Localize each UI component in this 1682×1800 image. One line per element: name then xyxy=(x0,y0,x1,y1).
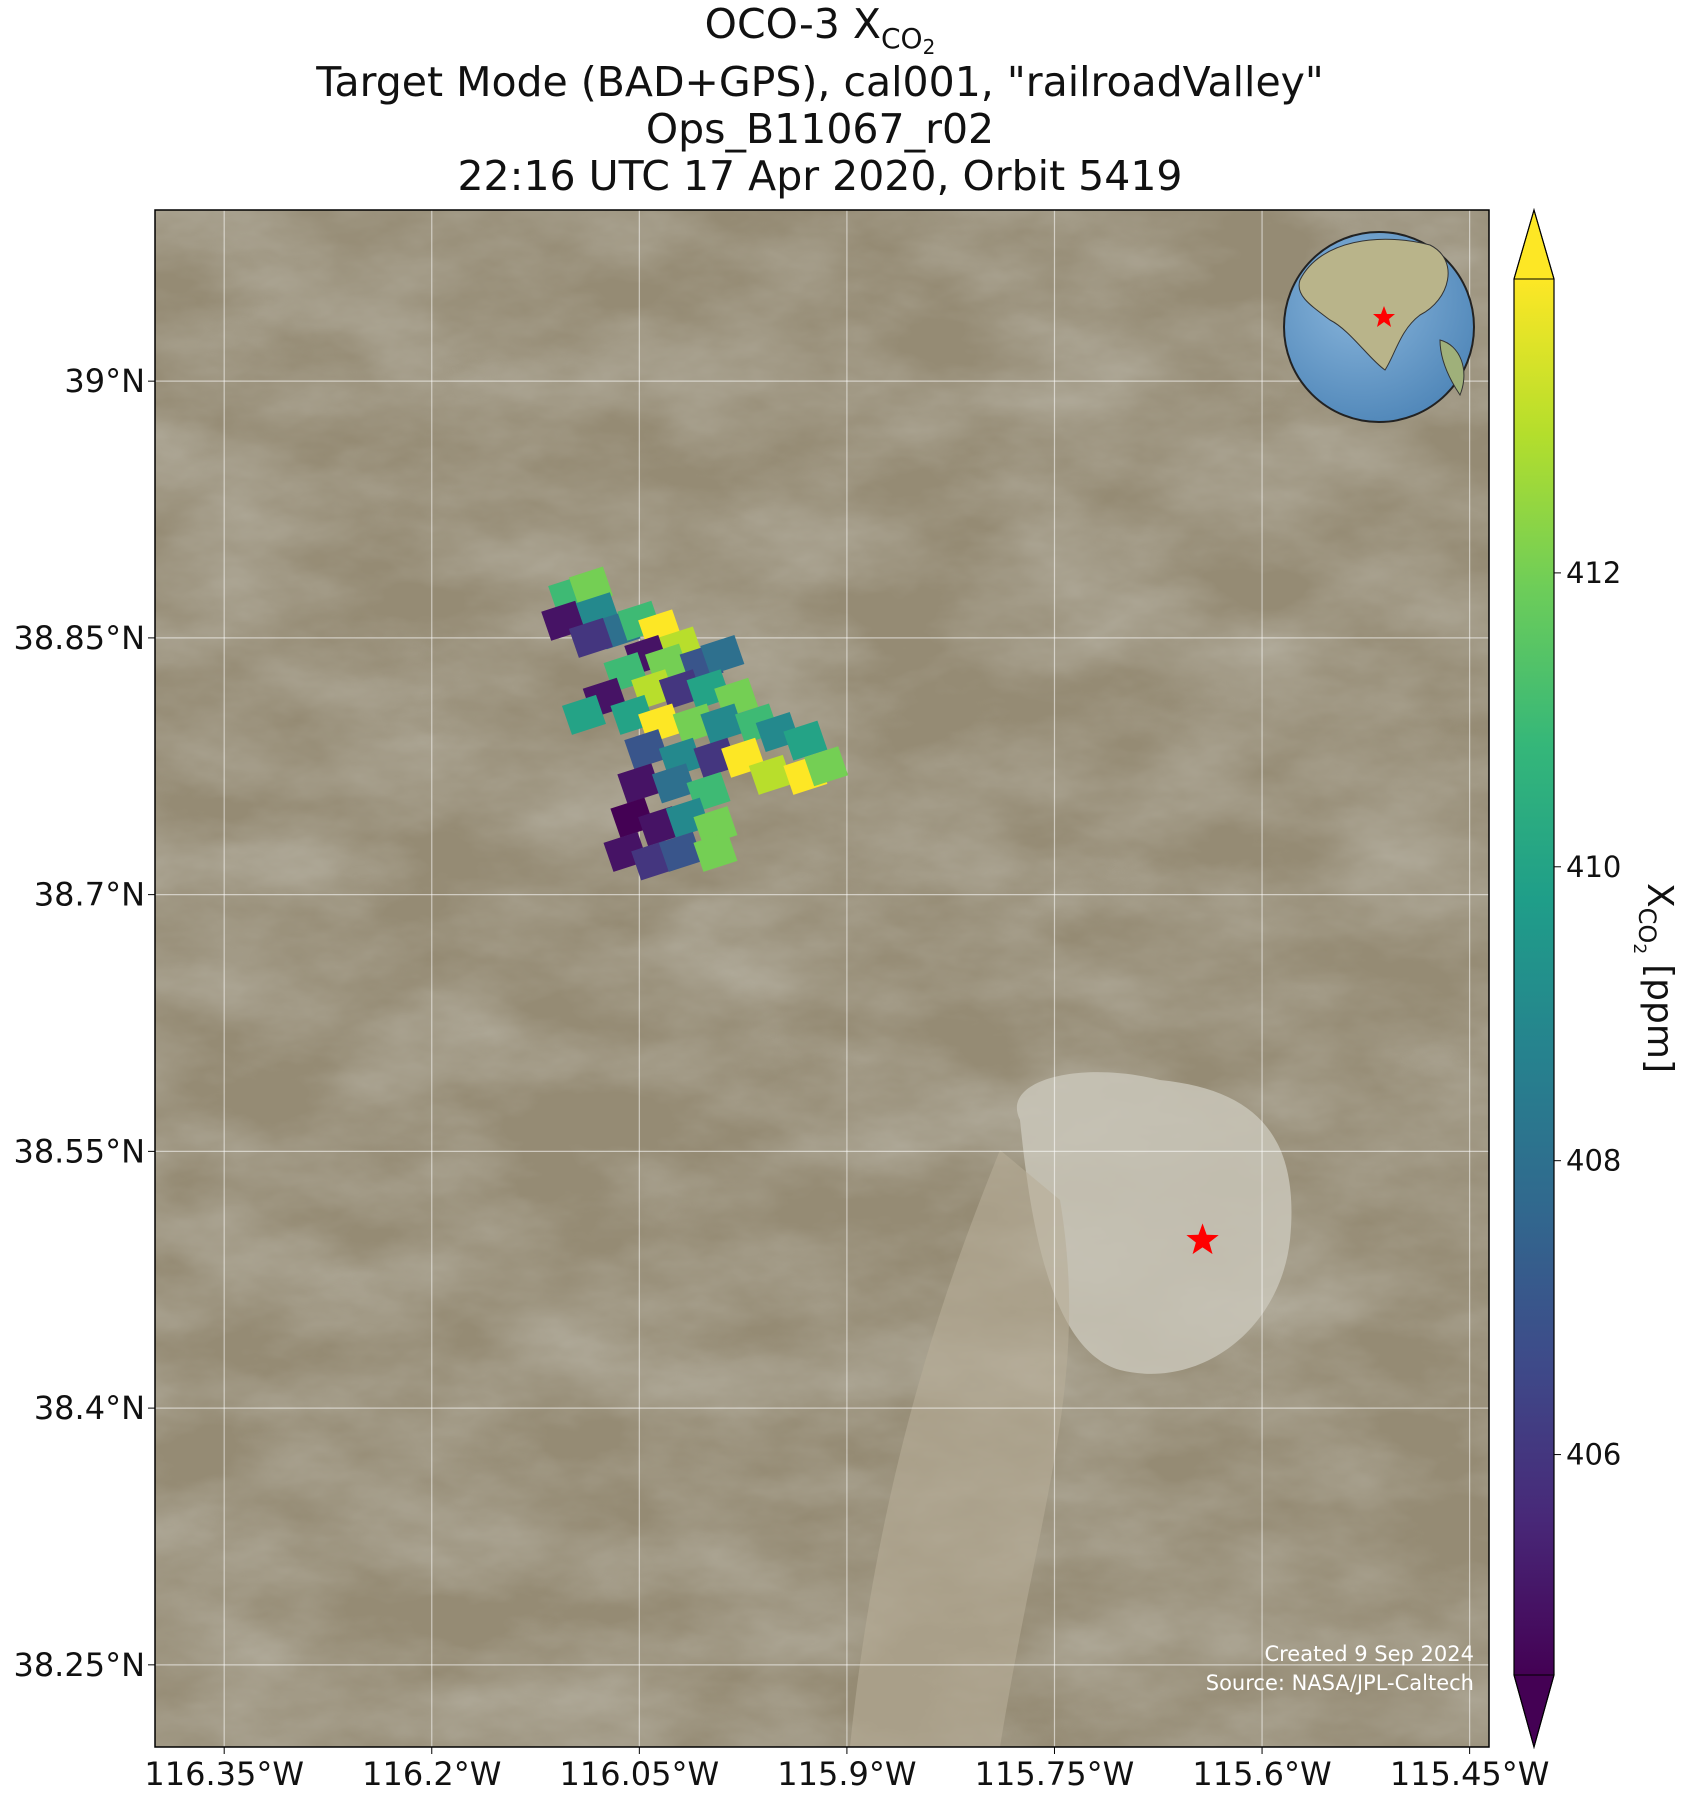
footprint xyxy=(748,754,793,795)
x-tick-label: 116.35°W xyxy=(144,1755,304,1793)
continent xyxy=(1298,238,1449,371)
title-text: OCO-3 X xyxy=(705,0,881,48)
footprint xyxy=(561,694,606,735)
footprint xyxy=(700,703,745,744)
colorbar-tick-label: 412 xyxy=(1566,556,1621,590)
valley xyxy=(850,1150,1070,1747)
subtitle: 22:16 UTC 17 Apr 2020, Orbit 5419 xyxy=(457,152,1182,200)
x-tick-label: 116.05°W xyxy=(560,1755,720,1793)
map-area xyxy=(155,210,1489,1747)
colorbar-label-sub-sub: 2 xyxy=(1629,943,1649,954)
footprint xyxy=(700,635,745,676)
y-tick-label: 38.85°N xyxy=(13,619,145,657)
x-tick-label: 115.45°W xyxy=(1390,1755,1550,1793)
credit: Created 9 Sep 2024 xyxy=(1264,1642,1474,1666)
y-tick-label: 38.55°N xyxy=(13,1132,145,1170)
title-sub-sub: 2 xyxy=(923,35,936,59)
footprint xyxy=(624,729,669,770)
x-tick-label: 115.75°W xyxy=(975,1755,1135,1793)
colorbar-label-unit: [ppm] xyxy=(1639,964,1680,1073)
footprints xyxy=(541,566,849,881)
title: OCO-3 XCO2 xyxy=(705,0,936,59)
subtitle: Ops_B11067_r02 xyxy=(646,105,994,153)
globe-star xyxy=(1373,306,1395,327)
footprint xyxy=(693,831,738,872)
footprint xyxy=(783,720,828,761)
footprint xyxy=(651,763,696,804)
subtitle: Target Mode (BAD+GPS), cal001, "railroad… xyxy=(315,58,1324,106)
colorbar-extend-max xyxy=(1513,208,1555,280)
credit: Source: NASA/JPL-Caltech xyxy=(1206,1671,1474,1695)
colorbar-label: XCO2 [ppm] xyxy=(1629,883,1680,1073)
footprint xyxy=(804,746,849,787)
y-tick-label: 38.7°N xyxy=(34,876,145,914)
colorbar-label-sub: CO xyxy=(1633,908,1661,944)
dry-lake xyxy=(1016,1072,1292,1374)
colorbar-extend-min xyxy=(1513,1674,1555,1749)
terrain-texture xyxy=(155,210,1489,1747)
site-marker xyxy=(1186,1223,1219,1255)
map-frame xyxy=(154,209,1490,1748)
y-tick-label: 39°N xyxy=(64,362,145,400)
colorbar-tick-label: 406 xyxy=(1566,1438,1621,1472)
colorbar: 406 408 410 412 xyxy=(1513,207,1621,1750)
colorbar-frame xyxy=(1513,207,1555,1750)
colorbar-label-text: X xyxy=(1639,883,1680,908)
footprint xyxy=(658,831,703,872)
colorbar-body xyxy=(1514,279,1554,1675)
title-sub: CO xyxy=(881,22,923,55)
footprint xyxy=(658,737,703,778)
globe-inset xyxy=(1283,231,1475,423)
x-tick-label: 115.9°W xyxy=(777,1755,916,1793)
x-tick-label: 116.2°W xyxy=(362,1755,501,1793)
y-tick-label: 38.25°N xyxy=(13,1646,145,1684)
x-tick-label: 115.6°W xyxy=(1192,1755,1331,1793)
colorbar-tick-label: 408 xyxy=(1566,1144,1621,1178)
footprint xyxy=(568,617,613,658)
footprint xyxy=(617,763,662,804)
grid xyxy=(155,210,1489,1747)
y-tick-label: 38.4°N xyxy=(34,1389,145,1427)
continent xyxy=(1439,339,1465,397)
colorbar-tick-label: 410 xyxy=(1566,850,1621,884)
